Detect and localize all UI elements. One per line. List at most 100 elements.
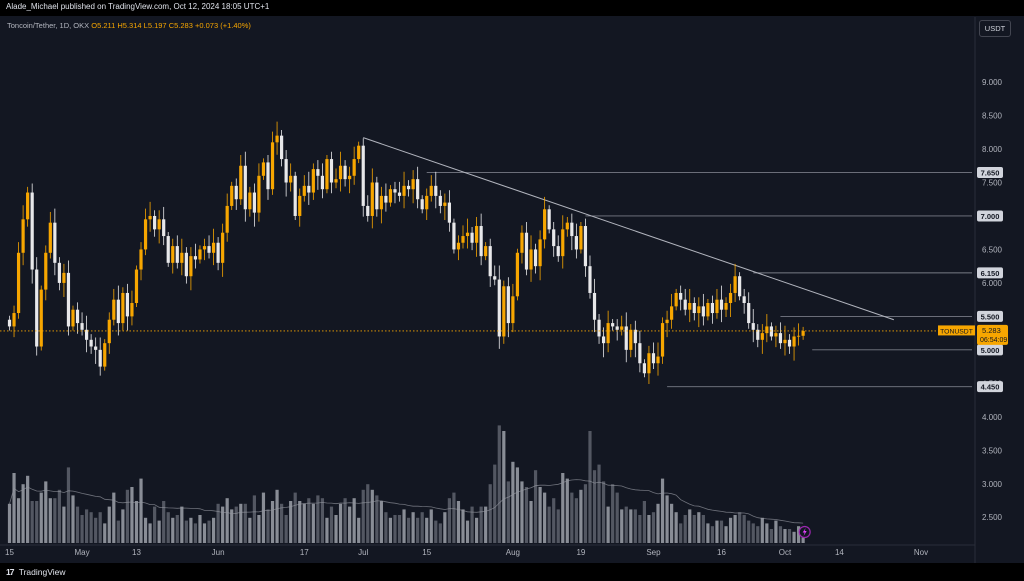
volume-bar bbox=[738, 512, 742, 543]
candle-body bbox=[434, 185, 438, 196]
candle-body bbox=[506, 286, 510, 324]
volume-bar bbox=[148, 523, 152, 543]
volume-bar bbox=[21, 484, 25, 543]
volume-bar bbox=[601, 481, 606, 543]
volume-bar bbox=[638, 515, 642, 543]
volume-bar bbox=[674, 512, 678, 543]
volume-bar bbox=[756, 526, 760, 543]
volume-bar bbox=[434, 520, 438, 543]
currency-button[interactable]: USDT bbox=[979, 20, 1011, 37]
candle-body bbox=[792, 336, 796, 347]
level-price-label: 4.450 bbox=[981, 383, 1000, 392]
candle-body bbox=[30, 192, 34, 270]
candle-body bbox=[679, 292, 683, 300]
volume-bar bbox=[216, 503, 220, 543]
volume-bar bbox=[62, 506, 66, 543]
candle-body bbox=[184, 252, 188, 277]
volume-bar bbox=[402, 509, 406, 543]
volume-bar bbox=[620, 509, 624, 543]
volume-bar bbox=[166, 512, 170, 543]
level-price-badge bbox=[977, 210, 1003, 222]
volume-bar bbox=[94, 517, 98, 543]
x-tick-label: 15 bbox=[422, 548, 431, 557]
volume-bar bbox=[747, 520, 751, 543]
volume-bar bbox=[379, 501, 383, 543]
candle-body bbox=[171, 246, 175, 263]
candle-body bbox=[615, 326, 619, 330]
candle-body bbox=[289, 175, 293, 183]
volume-bar bbox=[561, 473, 565, 543]
volume-bar bbox=[565, 478, 569, 543]
candle-body bbox=[207, 246, 211, 253]
candle-body bbox=[162, 219, 166, 237]
volume-bar bbox=[26, 475, 30, 543]
volume-bar bbox=[207, 520, 211, 543]
symbol-tag bbox=[938, 325, 975, 336]
candle-body bbox=[175, 246, 179, 263]
trendline bbox=[363, 137, 894, 321]
candle-body bbox=[787, 339, 792, 347]
candle-body bbox=[39, 289, 43, 347]
ohlc-change: +0.073 (+1.40%) bbox=[194, 21, 251, 30]
candle-body bbox=[216, 242, 220, 263]
candle-body bbox=[62, 272, 66, 283]
x-tick-label: May bbox=[74, 548, 89, 557]
volume-bar bbox=[66, 467, 71, 543]
candle-body bbox=[479, 226, 483, 257]
volume-bar bbox=[592, 470, 597, 543]
volume-bar bbox=[769, 529, 773, 543]
volume-bar bbox=[107, 506, 111, 543]
volume-bar bbox=[715, 520, 719, 543]
candle-body bbox=[629, 329, 633, 350]
candle-body bbox=[533, 249, 538, 267]
volume-bar bbox=[692, 515, 696, 543]
volume-bar bbox=[656, 503, 660, 543]
candle-body bbox=[429, 185, 433, 196]
volume-bar bbox=[357, 517, 361, 543]
volume-bar bbox=[502, 431, 506, 543]
candle-body bbox=[48, 222, 52, 253]
candle-body bbox=[733, 276, 737, 293]
volume-bar bbox=[497, 425, 501, 543]
candle-body bbox=[157, 219, 161, 230]
candle-body bbox=[121, 292, 125, 324]
y-tick-label: 3.000 bbox=[982, 480, 1003, 489]
y-tick-label: 4.000 bbox=[982, 413, 1003, 422]
level-price-label: 5.500 bbox=[981, 312, 1000, 321]
candle-body bbox=[211, 242, 216, 253]
volume-bar bbox=[511, 461, 515, 543]
volume-bar bbox=[751, 523, 755, 543]
last-price-value: 5.283 bbox=[982, 326, 1001, 335]
candle-body bbox=[153, 215, 157, 230]
y-tick-label: 8.000 bbox=[982, 145, 1003, 154]
candle-body bbox=[697, 306, 701, 314]
volume-bar bbox=[465, 520, 470, 543]
volume-bar bbox=[665, 495, 669, 543]
candle-body bbox=[642, 363, 646, 374]
x-tick-label: 16 bbox=[717, 548, 726, 557]
candle-body bbox=[98, 349, 102, 367]
candle-body bbox=[765, 326, 769, 334]
volume-bar bbox=[211, 517, 216, 543]
candle-body bbox=[316, 169, 320, 176]
volume-bar bbox=[193, 523, 198, 543]
candle-body bbox=[724, 303, 728, 310]
volume-bar bbox=[429, 509, 433, 543]
candle-body bbox=[252, 192, 256, 213]
y-tick-label: 9.000 bbox=[982, 78, 1003, 87]
volume-bar bbox=[53, 498, 57, 543]
volume-bar bbox=[642, 501, 646, 543]
candle-body bbox=[769, 326, 773, 337]
candle-body bbox=[461, 236, 465, 243]
candle-body bbox=[366, 205, 370, 216]
volume-bar bbox=[57, 489, 61, 543]
volume-bar bbox=[112, 492, 116, 543]
ohlc-close: C5.283 bbox=[168, 21, 193, 30]
candle-body bbox=[484, 246, 488, 257]
candle-body bbox=[688, 303, 692, 310]
candle-body bbox=[656, 356, 660, 364]
candle-body bbox=[26, 192, 30, 220]
volume-bar bbox=[633, 509, 637, 543]
volume-bar bbox=[792, 531, 796, 543]
